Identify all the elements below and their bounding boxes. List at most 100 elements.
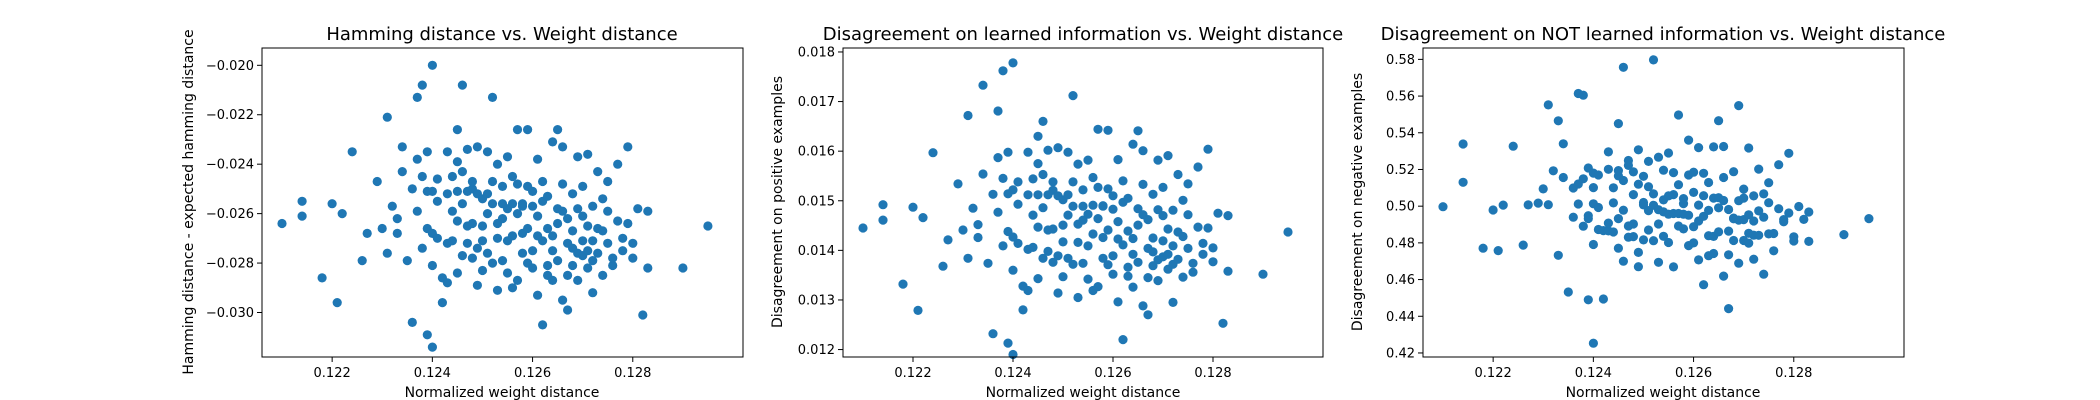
data-point — [1043, 145, 1053, 155]
data-point — [1028, 242, 1038, 252]
data-point — [1653, 219, 1664, 229]
y-tick-label: 0.58 — [1386, 53, 1415, 68]
data-point — [528, 186, 538, 196]
data-point — [1618, 205, 1628, 215]
data-point — [1168, 241, 1178, 251]
data-point — [1779, 215, 1789, 225]
data-point — [1103, 260, 1113, 270]
data-point — [1128, 139, 1138, 149]
data-point — [613, 159, 623, 169]
data-point — [1663, 237, 1674, 248]
data-point — [502, 152, 513, 162]
data-point — [1043, 246, 1053, 256]
data-point — [1113, 217, 1123, 227]
data-point — [1163, 249, 1173, 259]
data-point — [1108, 191, 1118, 201]
data-point — [1749, 191, 1759, 201]
data-point — [1759, 189, 1769, 199]
data-point — [1724, 250, 1734, 260]
data-point — [968, 203, 978, 213]
data-point — [1208, 257, 1218, 267]
data-point — [1223, 266, 1233, 276]
data-point — [1058, 220, 1068, 230]
data-point — [492, 285, 503, 295]
data-point — [1628, 219, 1638, 229]
data-point — [898, 279, 908, 289]
data-point — [1603, 218, 1613, 228]
y-tick-label: 0.46 — [1386, 273, 1415, 288]
data-point — [618, 233, 628, 243]
data-point — [878, 200, 888, 210]
x-tick-label: 0.126 — [514, 366, 551, 381]
data-point — [497, 181, 508, 191]
data-point — [1663, 148, 1674, 158]
data-point — [533, 154, 543, 164]
data-point — [1784, 208, 1794, 218]
data-point — [633, 204, 643, 214]
data-point — [538, 236, 548, 246]
data-point — [427, 60, 437, 70]
data-point — [623, 218, 633, 229]
data-point — [1143, 215, 1153, 225]
data-point — [1764, 178, 1774, 188]
data-point — [1193, 162, 1203, 172]
data-point — [538, 320, 548, 330]
scatter-panel-not-learned: Disagreement on NOT learned information … — [1350, 24, 1945, 400]
data-point — [598, 194, 608, 204]
data-point — [1658, 165, 1669, 175]
data-point — [1023, 147, 1033, 157]
data-point — [1488, 205, 1498, 215]
scatter-panel-learned: Disagreement on learned information vs. … — [770, 24, 1343, 400]
data-point — [1083, 155, 1093, 165]
data-point — [512, 275, 523, 285]
data-point — [1213, 208, 1223, 218]
data-point — [1218, 318, 1228, 328]
data-point — [1618, 175, 1628, 186]
data-point — [1608, 198, 1618, 208]
data-point — [1038, 203, 1048, 213]
data-point — [1088, 172, 1098, 183]
data-point — [1068, 91, 1078, 101]
data-point — [1719, 141, 1729, 152]
data-point — [528, 246, 538, 256]
scatter-panel-hamming: Hamming distance vs. Weight distance Nor… — [181, 24, 744, 400]
data-point — [452, 157, 462, 167]
data-point — [1158, 182, 1168, 192]
data-point — [1704, 177, 1714, 188]
x-axis-label: Normalized weight distance — [986, 385, 1181, 400]
data-point — [1158, 211, 1168, 221]
data-point — [1694, 143, 1704, 153]
data-point — [618, 246, 628, 256]
data-point — [1013, 238, 1023, 248]
y-axis-label: Hamming distance - expected hamming dist… — [181, 29, 197, 374]
data-point — [643, 263, 653, 273]
plot-frame — [842, 47, 1324, 358]
data-point — [1724, 226, 1734, 236]
data-point — [452, 125, 462, 135]
data-point — [613, 216, 623, 226]
data-point — [1133, 257, 1143, 267]
y-tick-label: 0.56 — [1386, 90, 1415, 105]
data-point — [1638, 235, 1649, 245]
data-point — [543, 191, 553, 201]
data-point — [1113, 155, 1123, 165]
data-point — [427, 260, 437, 271]
data-point — [1633, 179, 1643, 189]
data-point — [1714, 116, 1724, 126]
data-point — [943, 235, 953, 245]
data-point — [1173, 169, 1183, 180]
data-point — [397, 142, 407, 152]
data-point — [993, 207, 1003, 217]
data-point — [1058, 237, 1068, 247]
data-point — [578, 181, 588, 191]
data-point — [1148, 233, 1158, 243]
data-point — [1128, 249, 1138, 259]
data-point — [1033, 274, 1043, 284]
data-point — [1183, 243, 1193, 253]
data-point — [1694, 255, 1704, 265]
data-point — [1508, 141, 1518, 151]
data-point — [1633, 247, 1643, 257]
data-point — [512, 179, 523, 189]
